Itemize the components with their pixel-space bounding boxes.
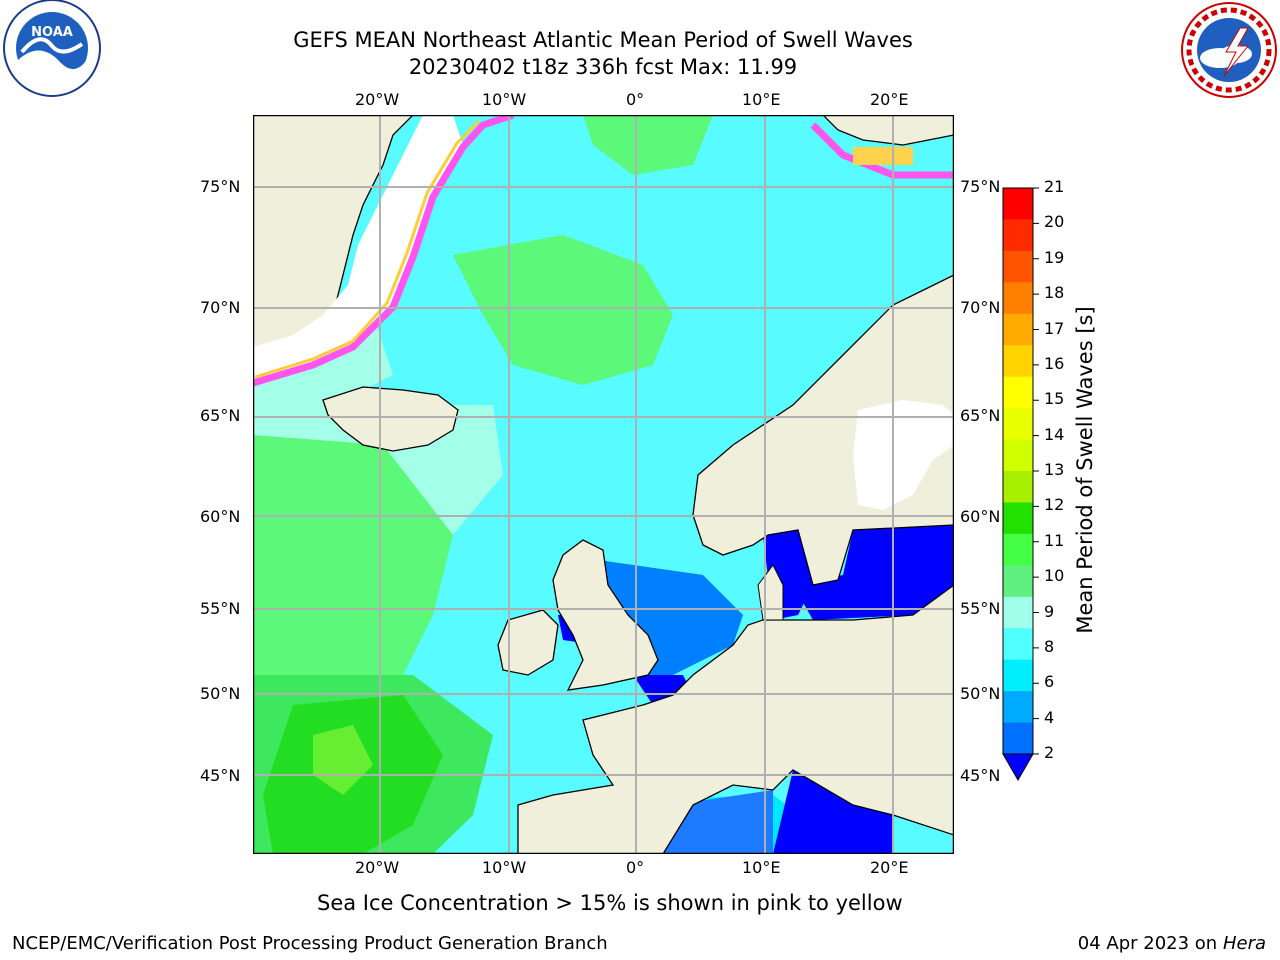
lon-label-top: 10°W: [482, 90, 527, 109]
colorbar-segment: [1003, 408, 1033, 441]
colorbar-tick-label: 17: [1044, 318, 1065, 338]
scandinavia-land: [692, 274, 954, 586]
colorbar-segment: [1003, 659, 1033, 692]
lon-label-bottom: 10°W: [482, 858, 527, 877]
chart-title-line2: 20230402 t18z 336h fcst Max: 11.99: [408, 55, 798, 79]
colorbar-segment: [1003, 219, 1033, 252]
colorbar-segment: [1003, 345, 1033, 378]
colorbar-tick-label: 11: [1044, 530, 1065, 550]
colorbar-segment: [1003, 282, 1033, 315]
colorbar-segment: [1003, 722, 1033, 755]
svalbard-land: [822, 115, 954, 146]
lat-label-right: 55°N: [960, 599, 1001, 618]
colorbar-segment: [1003, 596, 1033, 629]
colorbar-segment: [1003, 250, 1033, 283]
lat-label-right: 70°N: [960, 298, 1001, 317]
lat-label-left: 70°N: [200, 298, 241, 317]
lat-label-left: 55°N: [200, 599, 241, 618]
lon-label-bottom: 0°: [626, 858, 645, 877]
colorbar-tick-label: 8: [1044, 636, 1055, 656]
lon-label-top: 20°W: [355, 90, 400, 109]
lat-label-right: 75°N: [960, 177, 1001, 196]
colorbar-segment: [1003, 376, 1033, 409]
colorbar-segment: [1003, 471, 1033, 503]
chart-title-line1: GEFS MEAN Northeast Atlantic Mean Period…: [293, 28, 913, 52]
lon-label-bottom: 20°E: [870, 858, 909, 877]
great-britain-land: [552, 539, 659, 691]
graticule: [253, 115, 954, 854]
colorbar-tick-label: 15: [1044, 389, 1065, 409]
colorbar-tick-label: 18: [1044, 283, 1065, 303]
lat-label-right: 65°N: [960, 406, 1001, 425]
lat-label-left: 65°N: [200, 406, 241, 425]
colorbar-tick-label: 13: [1044, 460, 1065, 479]
lat-label-right: 60°N: [960, 507, 1001, 526]
europe-land: [517, 584, 954, 854]
lon-label-bottom: 20°W: [355, 858, 400, 877]
sea-ice-note: Sea Ice Concentration > 15% is shown in …: [317, 891, 903, 915]
colorbar-extend-arrow: [1002, 753, 1034, 782]
lat-label-left: 50°N: [200, 684, 241, 703]
colorbar-segment: [1003, 533, 1033, 566]
noaa-logo: NOAA: [3, 0, 101, 97]
lon-label-top: 10°E: [742, 90, 781, 109]
colorbar-tick-label: 14: [1044, 424, 1065, 444]
lat-label-right: 50°N: [960, 684, 1001, 703]
lon-label-top: 0°: [626, 90, 645, 109]
colorbar-label: Mean Period of Swell Waves [s]: [1073, 306, 1097, 634]
colorbar-tick-label: 9: [1044, 601, 1055, 621]
lat-label-left: 75°N: [200, 177, 241, 196]
footer-date: 04 Apr 2023 on: [1077, 933, 1223, 954]
colorbar-tick-label: 6: [1044, 672, 1055, 692]
footer-right: 04 Apr 2023 on Hera: [1078, 933, 1266, 954]
lon-label-bottom: 10°E: [742, 858, 781, 877]
colorbar-segment: [1003, 691, 1033, 724]
colorbar-segment: [1003, 502, 1033, 535]
map-panel: [253, 115, 954, 854]
footer-left: NCEP/EMC/Verification Post Processing Pr…: [12, 933, 608, 954]
colorbar-segment: [1003, 188, 1033, 220]
colorbar-tick-label: 10: [1044, 566, 1065, 586]
colorbar-segments: [1002, 187, 1034, 755]
nws-logo: [1181, 2, 1277, 98]
colorbar-tick-label: 4: [1044, 707, 1055, 727]
ireland-land: [497, 609, 559, 676]
lat-label-left: 60°N: [200, 507, 241, 526]
lat-label-right: 45°N: [960, 766, 1001, 785]
colorbar-segment: [1003, 628, 1033, 661]
colorbar-tick-label: 2: [1044, 743, 1055, 762]
colorbar-segment: [1003, 565, 1033, 598]
lat-label-left: 45°N: [200, 766, 241, 785]
colorbar-tick-label: 16: [1044, 353, 1065, 373]
noaa-logo-text: NOAA: [31, 25, 73, 40]
footer-machine: Hera: [1222, 933, 1266, 954]
colorbar-tick-label: 19: [1044, 247, 1065, 267]
colorbar-tick-label: 21: [1044, 177, 1065, 196]
iceland-land: [322, 386, 459, 452]
lon-label-top: 20°E: [870, 90, 909, 109]
sea-ice-edge: [253, 115, 515, 387]
colorbar: [1002, 187, 1039, 782]
colorbar-tick-label: 20: [1044, 212, 1065, 232]
colorbar-segment: [1003, 313, 1033, 346]
colorbar-tick-label: 12: [1044, 495, 1065, 515]
colorbar-segment: [1003, 439, 1033, 472]
